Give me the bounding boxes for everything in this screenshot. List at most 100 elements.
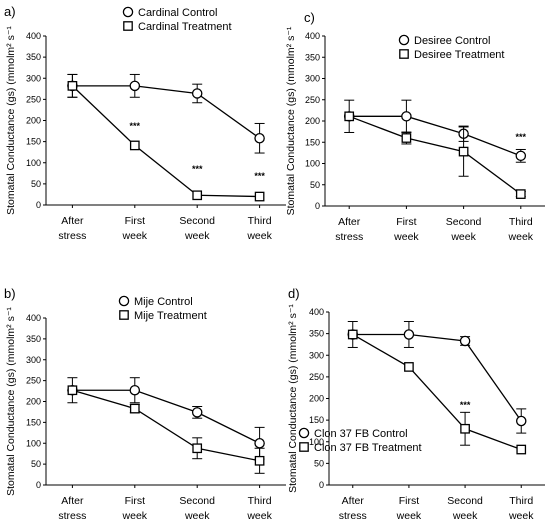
y-tick-label: 200 (305, 116, 320, 126)
y-tick-label: 350 (26, 52, 41, 62)
data-point-circle (403, 329, 415, 340)
y-tick-label: 50 (31, 459, 41, 469)
data-point-circle (254, 437, 265, 449)
y-tick-label: 50 (310, 180, 320, 190)
x-tick-label: Second (179, 495, 215, 507)
panel-1: c) 0 50 100 150 200 250 300 350 400 Stomatal Condu… (285, 10, 545, 243)
y-tick-label: 150 (26, 417, 41, 427)
x-tick-label: Third (248, 215, 272, 227)
y-tick-label: 100 (26, 438, 41, 448)
legend-marker-square (119, 310, 129, 320)
y-tick-label: 200 (26, 116, 41, 126)
panel-label: a) (4, 4, 16, 19)
x-tick-label: stress (58, 230, 86, 242)
data-point-square (515, 189, 526, 199)
x-tick-label: Third (509, 216, 533, 228)
x-tick-label: Third (509, 495, 533, 507)
x-tick-label: week (246, 510, 272, 522)
series-line (352, 333, 522, 451)
y-tick-label: 0 (315, 201, 320, 211)
y-tick-label: 0 (36, 200, 41, 210)
data-point-square (344, 111, 355, 122)
y-tick-label: 300 (309, 350, 324, 360)
legend: Mije Control Mije Treatment (118, 295, 207, 322)
significance-mark: *** (130, 121, 141, 131)
series-circle (343, 99, 527, 163)
y-tick-label: 100 (309, 437, 324, 447)
y-axis-label: Stomatal Conductance (gs) (mmolm² s⁻¹ (285, 26, 297, 215)
data-point-circle (129, 384, 141, 396)
y-tick-label: 150 (26, 137, 41, 147)
series-circle (347, 321, 527, 434)
y-tick-label: 300 (26, 73, 41, 83)
legend: Clon 37 FB Control Clon 37 FB Treatment (298, 427, 422, 454)
x-tick-label: week (450, 231, 476, 243)
x-tick-label: First (125, 495, 145, 507)
y-tick-label: 250 (26, 376, 41, 386)
x-tick-label: After (61, 495, 84, 507)
legend-label: Mije Treatment (134, 310, 207, 322)
x-tick-label: After (338, 216, 361, 228)
data-point-square (404, 362, 414, 372)
data-point-square (458, 146, 469, 157)
data-point-circle (191, 407, 203, 418)
y-tick-label: 250 (305, 95, 320, 105)
data-point-square (516, 444, 527, 455)
data-point-square (192, 190, 203, 201)
x-tick-label: First (399, 495, 419, 507)
legend-label: Desiree Treatment (414, 49, 504, 61)
series-square (67, 73, 265, 202)
x-tick-label: week (184, 230, 210, 242)
data-point-square (192, 443, 203, 454)
series-line (72, 85, 260, 139)
x-tick-label: week (396, 510, 422, 522)
panel-0: a) 0 50 100 150 200 250 300 350 400 Stomatal Condu… (4, 4, 286, 242)
data-point-square (347, 329, 358, 340)
panel-2: b) 0 50 100 150 200 250 300 350 400 Stomatal Condu… (4, 286, 286, 522)
legend-marker-circle (398, 34, 410, 46)
x-tick-label: week (246, 230, 272, 242)
y-tick-label: 150 (305, 137, 320, 147)
x-tick-label: stress (58, 510, 86, 522)
significance-mark: *** (192, 164, 203, 174)
x-tick-label: week (122, 510, 148, 522)
legend-label: Desiree Control (414, 35, 490, 47)
y-tick-label: 400 (309, 307, 324, 317)
panel-label: b) (4, 286, 16, 301)
y-tick-label: 150 (309, 415, 324, 425)
y-tick-label: 250 (309, 372, 324, 382)
data-point-square (401, 133, 412, 143)
legend: Cardinal Control Cardinal Treatment (122, 6, 232, 33)
x-tick-label: Third (248, 495, 272, 507)
series-line (348, 115, 522, 195)
y-tick-label: 100 (305, 159, 320, 169)
data-point-circle (515, 415, 527, 427)
x-tick-label: After (61, 215, 84, 227)
series-circle (67, 73, 265, 154)
y-tick-label: 300 (26, 355, 41, 365)
x-tick-label: week (452, 510, 478, 522)
y-tick-label: 350 (305, 52, 320, 62)
x-tick-label: stress (339, 510, 367, 522)
x-tick-label: week (122, 230, 148, 242)
series-line (352, 333, 522, 422)
series-square (344, 111, 526, 199)
legend-marker-circle (298, 427, 310, 439)
x-tick-label: week (393, 231, 419, 243)
data-point-square (460, 423, 470, 434)
legend-label: Cardinal Treatment (138, 21, 232, 33)
y-tick-label: 0 (36, 480, 41, 490)
legend-marker-square (399, 49, 409, 59)
significance-mark: *** (254, 171, 265, 181)
x-tick-label: week (184, 510, 210, 522)
significance-mark: *** (460, 400, 471, 410)
y-tick-label: 0 (319, 480, 324, 490)
y-tick-label: 300 (305, 74, 320, 84)
y-tick-label: 200 (309, 394, 324, 404)
panel-3: d) 0 50 100 150 200 250 300 350 400 Stomatal Condu… (287, 286, 545, 522)
legend-label: Mije Control (134, 296, 193, 308)
x-tick-label: Second (179, 215, 215, 227)
data-point-square (254, 455, 265, 466)
x-tick-label: Second (447, 495, 483, 507)
